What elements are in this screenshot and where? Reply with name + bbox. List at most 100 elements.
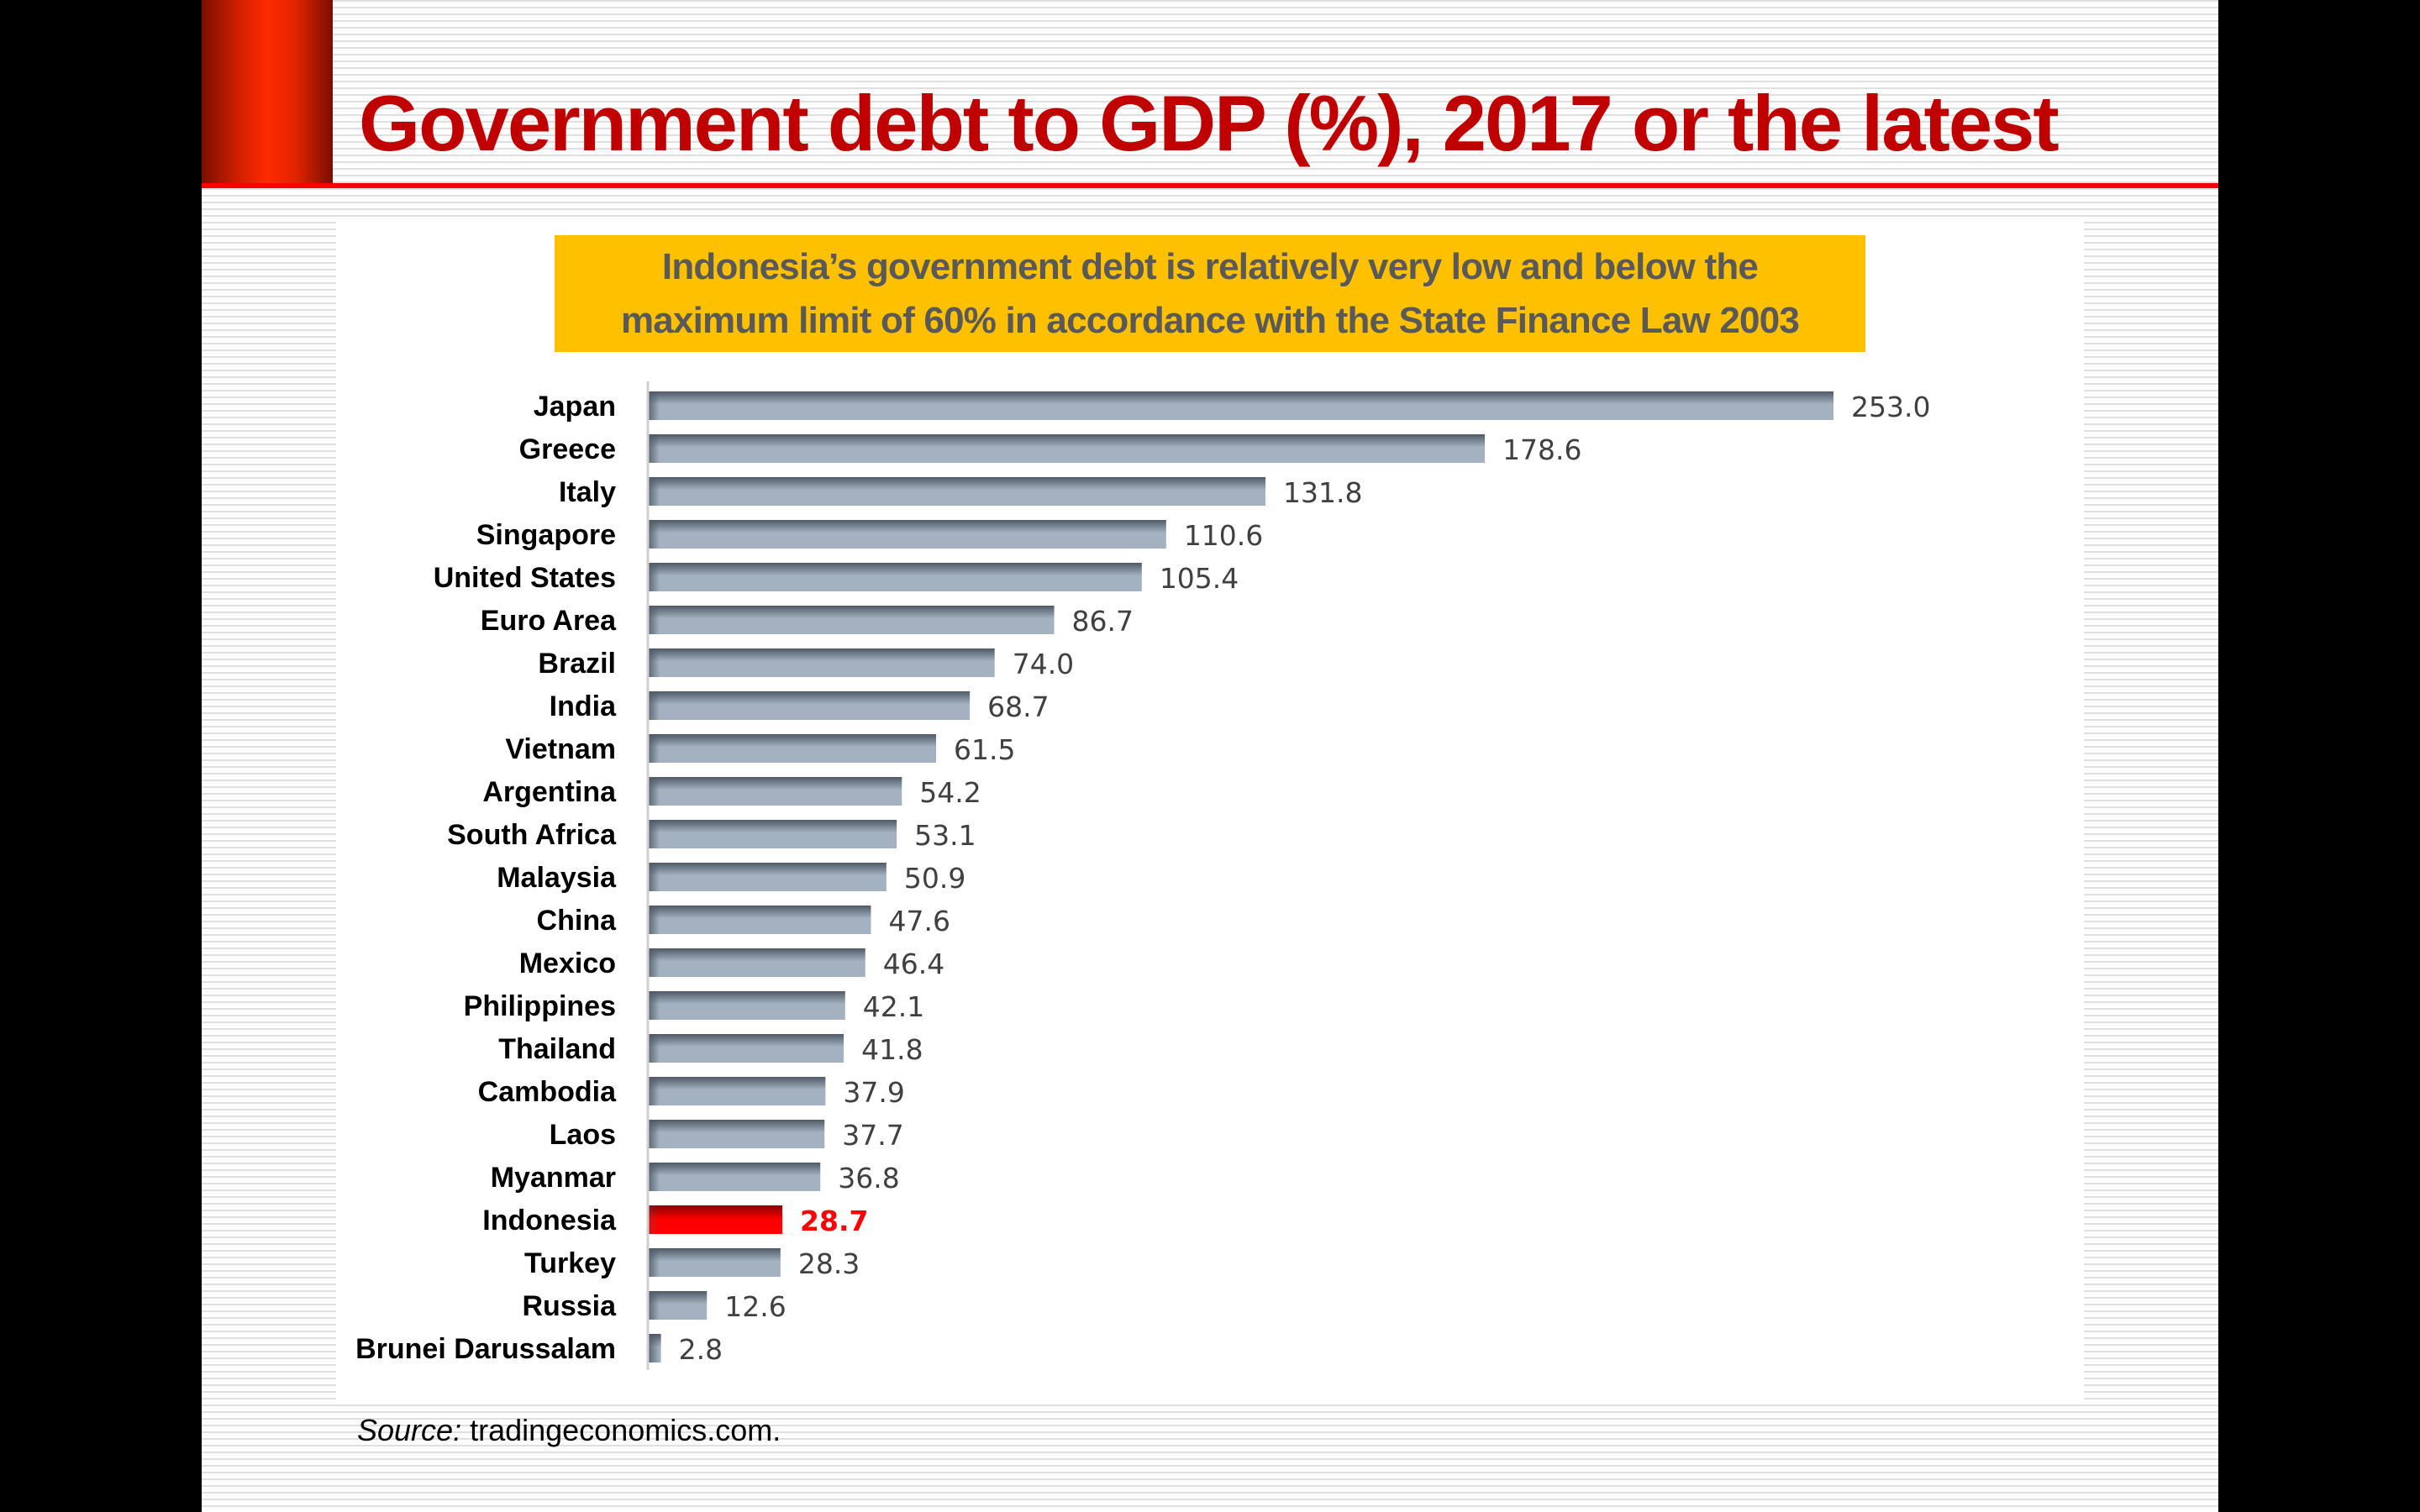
bars-group: Japan 253.0 Greece 178.6 Italy 131.8 Singapore… xyxy=(355,391,1930,1366)
bar xyxy=(648,434,1486,463)
category-label: Euro Area xyxy=(481,605,617,637)
category-label: Malaysia xyxy=(497,862,617,894)
value-label: 12.6 xyxy=(724,1290,786,1323)
bar xyxy=(648,820,897,848)
bar xyxy=(648,391,1833,420)
bar-edge-shade xyxy=(648,1291,660,1320)
value-label: 46.4 xyxy=(883,948,944,980)
bar-edge-shade xyxy=(648,691,660,720)
callout-box: Indonesia’s government debt is relativel… xyxy=(555,235,1865,352)
source-prefix: Source: xyxy=(357,1413,462,1447)
value-label: 68.7 xyxy=(987,690,1049,723)
callout-line-1: Indonesia’s government debt is relativel… xyxy=(661,245,1759,287)
bar-edge-shade xyxy=(648,434,660,463)
value-label: 50.9 xyxy=(904,862,965,895)
bar-edge-shade xyxy=(648,1034,660,1063)
bar-edge-shade xyxy=(648,863,660,891)
bar-edge-shade xyxy=(648,820,660,848)
value-label: 42.1 xyxy=(863,990,924,1023)
bar xyxy=(648,648,995,677)
category-label: Turkey xyxy=(524,1247,616,1279)
category-label: Singapore xyxy=(476,519,616,551)
value-label: 110.6 xyxy=(1184,519,1263,552)
bar-edge-shade xyxy=(648,777,660,806)
chart-panel: Indonesia’s government debt is relativel… xyxy=(336,220,2084,1404)
category-label: Laos xyxy=(550,1119,616,1151)
bar-edge-shade xyxy=(648,563,660,591)
bar xyxy=(648,863,886,891)
bar-edge-shade xyxy=(648,606,660,634)
category-label: Brunei Darussalam xyxy=(355,1333,616,1365)
value-label: 28.7 xyxy=(800,1205,868,1237)
bar-edge-shade xyxy=(648,1334,660,1362)
source-note: Source: tradingeconomics.com. xyxy=(357,1413,781,1448)
bar-chart: Japan 253.0 Greece 178.6 Italy 131.8 Singapore… xyxy=(355,381,1930,1370)
category-label: Indonesia xyxy=(482,1205,617,1236)
category-label: Myanmar xyxy=(491,1162,616,1194)
value-label: 86.7 xyxy=(1072,605,1134,638)
category-label: India xyxy=(550,690,617,722)
value-label: 253.0 xyxy=(1851,391,1930,423)
value-label: 74.0 xyxy=(1013,648,1074,680)
value-label: 178.6 xyxy=(1502,433,1581,466)
value-label: 47.6 xyxy=(888,905,950,937)
value-label: 28.3 xyxy=(798,1247,860,1280)
bar-edge-shade xyxy=(648,391,660,420)
bar xyxy=(648,1248,781,1277)
value-label: 53.1 xyxy=(914,819,976,852)
category-label: Greece xyxy=(519,433,616,465)
bar-highlighted xyxy=(648,1205,783,1234)
bar xyxy=(648,1163,821,1191)
category-label: Italy xyxy=(559,476,616,508)
bar xyxy=(648,1120,825,1148)
value-label: 2.8 xyxy=(679,1333,723,1366)
bar xyxy=(648,948,865,977)
bar xyxy=(648,606,1055,634)
bar xyxy=(648,1034,844,1063)
bar-edge-shade xyxy=(648,648,660,677)
bar-edge-shade xyxy=(648,1120,660,1148)
bar xyxy=(648,777,902,806)
category-label: Russia xyxy=(523,1290,618,1322)
category-label: United States xyxy=(434,562,616,594)
category-label: Mexico xyxy=(519,948,616,979)
value-label: 37.9 xyxy=(843,1076,904,1109)
bar-edge-shade xyxy=(648,477,660,506)
source-text: tradingeconomics.com. xyxy=(461,1413,781,1447)
category-label: Cambodia xyxy=(478,1076,617,1108)
category-label: Thailand xyxy=(498,1033,616,1065)
value-label: 37.7 xyxy=(842,1119,903,1152)
bar xyxy=(648,991,845,1020)
bar-edge-shade xyxy=(648,1205,660,1234)
bar-edge-shade xyxy=(648,520,660,549)
title-accent-block xyxy=(202,0,333,185)
value-label: 54.2 xyxy=(919,776,981,809)
bar xyxy=(648,1077,826,1105)
value-label: 36.8 xyxy=(838,1162,899,1194)
bar xyxy=(648,691,971,720)
bar-edge-shade xyxy=(648,1077,660,1105)
category-label: Philippines xyxy=(464,990,616,1022)
value-label: 61.5 xyxy=(954,733,1015,766)
bar xyxy=(648,563,1142,591)
category-label: Vietnam xyxy=(505,733,616,765)
value-label: 131.8 xyxy=(1283,476,1362,509)
bar xyxy=(648,906,871,934)
category-label: South Africa xyxy=(447,819,617,851)
bar xyxy=(648,734,936,763)
category-label: China xyxy=(537,905,618,937)
bar-edge-shade xyxy=(648,991,660,1020)
value-label: 41.8 xyxy=(861,1033,923,1066)
bar-edge-shade xyxy=(648,948,660,977)
value-label: 105.4 xyxy=(1160,562,1239,595)
bar xyxy=(648,520,1166,549)
category-label: Argentina xyxy=(482,776,617,808)
title-underline xyxy=(202,183,2218,188)
callout-line-2: maximum limit of 60% in accordance with … xyxy=(620,299,1800,341)
bar-edge-shade xyxy=(648,1163,660,1191)
category-label: Brazil xyxy=(538,648,616,680)
category-label: Japan xyxy=(534,391,616,423)
bar xyxy=(648,477,1266,506)
bar-edge-shade xyxy=(648,1248,660,1277)
bar-edge-shade xyxy=(648,906,660,934)
